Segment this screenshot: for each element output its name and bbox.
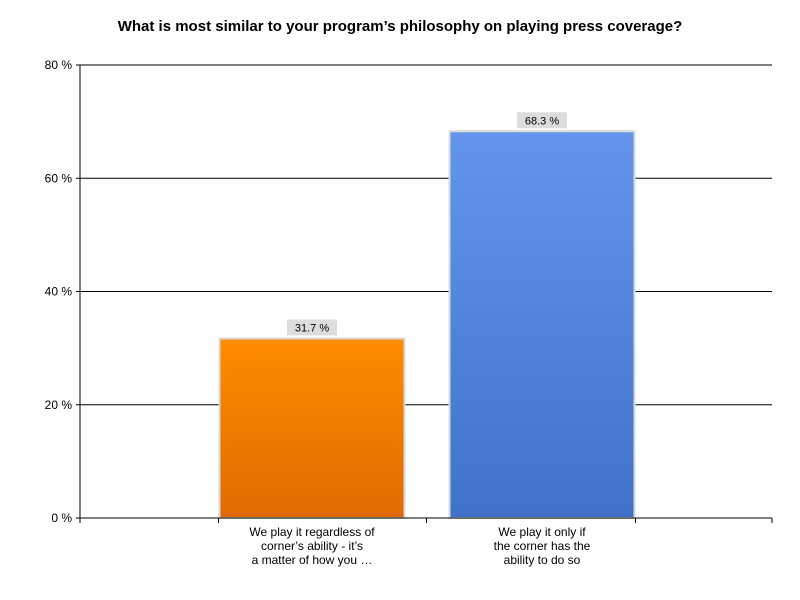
x-category-label-line: corner’s ability - it’s	[260, 539, 364, 553]
x-category-label: We play it regardless of corner’s ability…	[212, 525, 412, 567]
data-label-background	[517, 112, 567, 129]
y-tick-label: 40 %	[45, 285, 73, 299]
data-label-background	[287, 319, 337, 336]
bar-2	[448, 130, 636, 519]
chart-title: What is most similar to your program’s p…	[117, 18, 683, 35]
x-category-label-line: a matter of how you …	[251, 553, 373, 567]
data-label: 68.3 %	[525, 115, 559, 127]
x-category-label-line: We play it only if	[498, 525, 586, 539]
x-category-label-line: the corner has the	[493, 539, 591, 553]
y-tick-label: 20 %	[45, 398, 73, 412]
y-tick-label: 0 %	[51, 511, 72, 525]
bar-1	[218, 337, 406, 519]
y-tick-label: 60 %	[45, 171, 73, 185]
data-label: 31.7 %	[295, 322, 329, 334]
x-category-label-line: ability to do so	[503, 553, 581, 567]
y-tick-label: 80 %	[45, 58, 73, 72]
x-category-label: We play it only if the corner has the abil…	[442, 525, 642, 567]
x-category-label-line: We play it regardless of	[249, 525, 375, 539]
